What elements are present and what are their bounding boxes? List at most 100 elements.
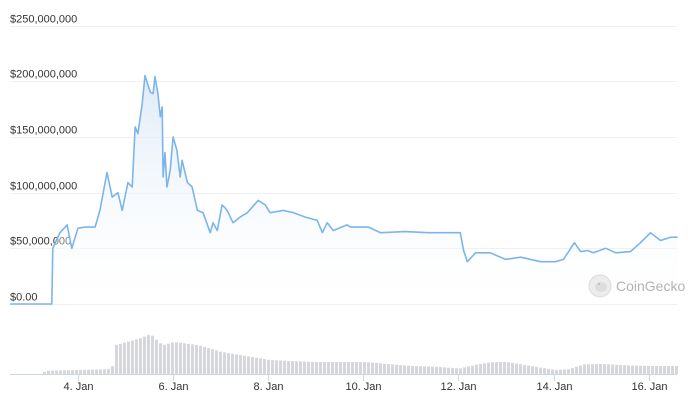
volume-bar	[347, 362, 350, 374]
x-tick-label: 16. Jan	[631, 381, 667, 393]
volume-bars	[43, 334, 678, 374]
volume-bar	[435, 366, 438, 374]
volume-bar	[271, 360, 274, 374]
volume-bar	[123, 342, 126, 374]
volume-bar	[111, 366, 114, 374]
price-line	[10, 74, 678, 305]
volume-bar	[235, 354, 238, 374]
volume-bar	[267, 359, 270, 374]
volume-bar	[531, 366, 534, 374]
x-tick-label: 8. Jan	[254, 381, 284, 393]
volume-bar	[87, 369, 90, 374]
volume-bar	[259, 358, 262, 374]
volume-bar	[275, 360, 278, 374]
volume-bar	[467, 366, 470, 374]
volume-bar	[195, 344, 198, 374]
volume-bar	[151, 335, 154, 374]
y-tick-label: $100,000,000	[10, 181, 77, 193]
volume-bar	[391, 364, 394, 374]
volume-bar	[99, 369, 102, 374]
volume-bar	[175, 342, 178, 374]
volume-bar	[63, 370, 66, 374]
volume-bar	[295, 361, 298, 374]
volume-bar	[463, 367, 466, 374]
volume-bar	[575, 366, 578, 374]
volume-bar	[507, 362, 510, 374]
volume-bar	[363, 362, 366, 374]
volume-bar	[547, 368, 550, 374]
volume-bar	[159, 343, 162, 374]
volume-bar	[411, 366, 414, 374]
volume-bar	[287, 360, 290, 374]
volume-bar	[415, 366, 418, 374]
volume-bar	[343, 362, 346, 374]
volume-bar	[143, 336, 146, 374]
volume-bar	[563, 369, 566, 374]
y-axis-labels: $0.00$50,000,000$100,000,000$150,000,000…	[10, 14, 77, 304]
volume-bar	[615, 364, 618, 374]
volume-bar	[55, 370, 58, 374]
volume-bar	[211, 349, 214, 374]
volume-bar	[515, 363, 518, 374]
volume-bar	[663, 366, 666, 374]
volume-bar	[231, 353, 234, 374]
volume-bar	[127, 341, 130, 374]
volume-bar	[651, 366, 654, 374]
volume-bar	[171, 342, 174, 374]
volume-bar	[567, 369, 570, 374]
volume-bar	[279, 360, 282, 374]
volume-bar	[147, 334, 150, 374]
volume-bar	[627, 365, 630, 374]
volume-bar	[75, 370, 78, 374]
watermark-text: CoinGecko	[616, 278, 685, 294]
volume-bar	[283, 360, 286, 374]
volume-bar	[307, 361, 310, 374]
volume-bar	[375, 362, 378, 374]
x-tick-label: 10. Jan	[345, 381, 381, 393]
y-tick-label: $250,000,000	[10, 14, 77, 26]
volume-bar	[583, 364, 586, 374]
volume-bar	[407, 365, 410, 374]
volume-bar	[83, 369, 86, 374]
x-tick-label: 12. Jan	[440, 381, 476, 393]
volume-bar	[619, 364, 622, 374]
volume-bar	[119, 343, 122, 374]
volume-bar	[187, 343, 190, 374]
volume-bar	[179, 342, 182, 374]
volume-bar	[163, 344, 166, 374]
volume-bar	[95, 369, 98, 374]
volume-bar	[395, 364, 398, 374]
volume-bar	[499, 362, 502, 374]
x-tick-label: 6. Jan	[159, 381, 189, 393]
volume-bar	[655, 366, 658, 374]
volume-bar	[403, 365, 406, 374]
volume-bar	[227, 353, 230, 374]
volume-bar	[199, 345, 202, 374]
volume-bar	[487, 362, 490, 374]
volume-bar	[479, 364, 482, 374]
volume-bar	[535, 366, 538, 374]
volume-bar	[243, 355, 246, 374]
volume-bar	[447, 367, 450, 374]
gecko-eye-icon	[597, 282, 601, 286]
volume-bar	[139, 338, 142, 374]
volume-bar	[527, 365, 530, 374]
volume-bar	[251, 357, 254, 374]
volume-bar	[79, 369, 82, 374]
volume-bar	[635, 365, 638, 374]
volume-bar	[207, 348, 210, 374]
volume-bar	[483, 363, 486, 374]
volume-bar	[623, 365, 626, 374]
volume-bar	[443, 367, 446, 374]
volume-bar	[387, 363, 390, 374]
volume-bar	[379, 363, 382, 374]
volume-bar	[371, 362, 374, 374]
volume-bar	[263, 359, 266, 374]
volume-bar	[523, 364, 526, 374]
volume-bar	[551, 369, 554, 374]
volume-bar	[203, 346, 206, 374]
volume-bar	[559, 369, 562, 374]
volume-bar	[599, 364, 602, 374]
volume-bar	[423, 366, 426, 374]
